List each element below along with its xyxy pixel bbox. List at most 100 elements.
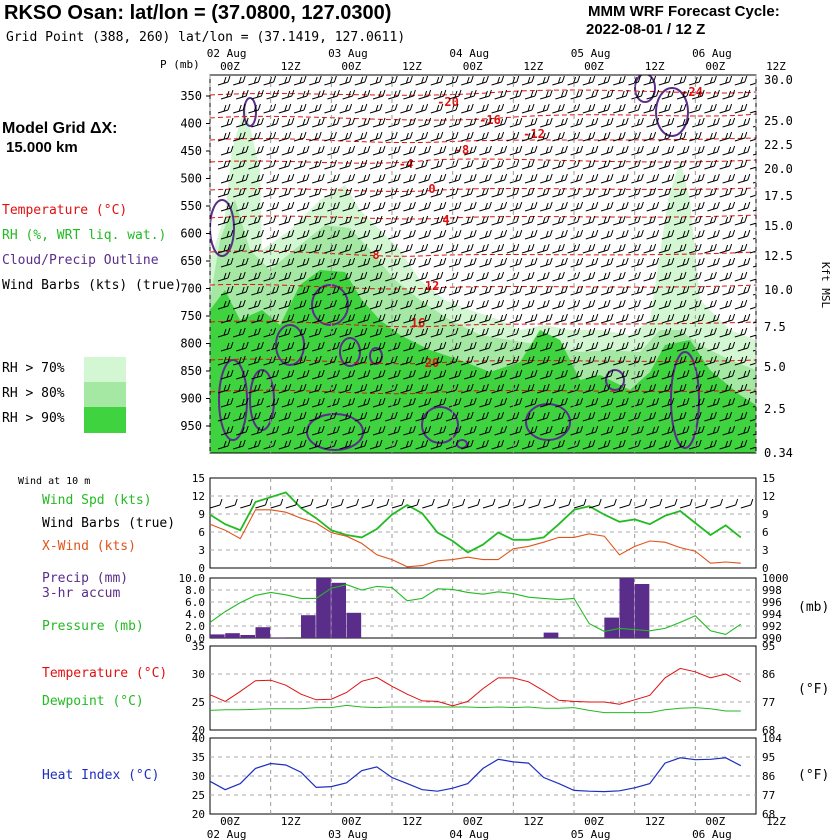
- wind-barb: [734, 383, 748, 394]
- wind-barb: [266, 257, 280, 268]
- surface-wind-barb: [391, 498, 405, 509]
- wind-barb: [418, 369, 432, 380]
- wind-barb: [692, 145, 705, 156]
- wind-barb: [233, 215, 246, 226]
- wind-barb: [220, 257, 234, 268]
- wind-barb: [354, 103, 368, 114]
- wind-barb: [585, 145, 599, 156]
- wind-barb: [233, 327, 246, 338]
- wind-barb: [266, 145, 280, 156]
- wind-barb: [613, 355, 626, 366]
- wind-barb: [433, 201, 447, 212]
- wind-barb: [567, 411, 581, 422]
- wind-barb: [749, 193, 756, 198]
- pressure-label: Pressure (mb): [42, 619, 144, 634]
- wind-barb: [582, 383, 596, 394]
- wind-barb: [296, 229, 310, 240]
- wind-barb: [233, 271, 246, 282]
- wind-barb: [217, 103, 231, 114]
- wind-barb: [524, 173, 538, 184]
- wind-barb: [281, 341, 295, 352]
- cloud-outline-8: [218, 359, 248, 441]
- wind-barb: [342, 89, 356, 100]
- wind-barb: [676, 201, 690, 212]
- wind-barb: [737, 285, 751, 296]
- wind-barb: [430, 355, 444, 366]
- precip-panel-left-tick: 10.0: [179, 572, 206, 585]
- wind-barb: [403, 341, 416, 352]
- wind-barb: [385, 215, 398, 226]
- wind-barb: [433, 145, 447, 156]
- wind-barb: [616, 341, 629, 352]
- wind-barb: [281, 285, 295, 296]
- wind-barb: [600, 257, 614, 268]
- wind-barb: [692, 257, 705, 268]
- wind-barb: [658, 75, 672, 86]
- wind-barb: [324, 103, 337, 114]
- temp-contour-5: [210, 214, 756, 220]
- wind-barb: [643, 103, 657, 114]
- wind-barb: [494, 257, 508, 268]
- wind-barb: [719, 299, 733, 310]
- wind-barb: [506, 215, 520, 226]
- wind-barb: [552, 355, 565, 366]
- wind-barb: [403, 89, 416, 100]
- wind-barb: [217, 243, 231, 254]
- wind-barb: [357, 285, 371, 296]
- wind-barb: [722, 313, 736, 324]
- wind-barb: [369, 383, 383, 394]
- wind-barb: [430, 383, 444, 394]
- wind-barb: [613, 187, 626, 198]
- pressure-tick-label: 550: [180, 199, 202, 213]
- time-axis-hour-label: 12Z: [281, 60, 301, 73]
- wind-barb: [327, 257, 340, 268]
- wind-barb: [521, 159, 535, 170]
- wind-barb: [369, 439, 383, 450]
- wind-barb: [600, 89, 614, 100]
- date-axis-label: 04 Aug: [449, 47, 489, 60]
- wind-barb: [692, 425, 705, 436]
- wind-barb: [233, 383, 246, 394]
- wind-barb: [430, 271, 444, 282]
- wind-barb: [704, 271, 717, 282]
- surface-wind-barb: [740, 498, 754, 509]
- wind-barb: [464, 145, 477, 156]
- wind-barb: [600, 201, 614, 212]
- wind-barb: [309, 75, 322, 86]
- wind-barb: [567, 355, 581, 366]
- wind-barb: [430, 103, 444, 114]
- wind-barb: [585, 313, 599, 324]
- temperature-label: Temperature (°C): [42, 666, 168, 681]
- surface-wind-barb: [649, 498, 663, 509]
- wind-barb: [357, 425, 371, 436]
- wind-barb: [692, 117, 705, 128]
- wind-barb: [476, 159, 489, 170]
- wind-barb: [418, 117, 432, 128]
- wind-barb: [266, 397, 280, 408]
- wind-barb: [476, 299, 489, 310]
- wind-barb: [722, 425, 736, 436]
- wind-barb: [266, 173, 280, 184]
- wind-barb: [400, 187, 413, 198]
- wind-barb: [597, 215, 611, 226]
- wind-barb: [220, 117, 234, 128]
- wind-barb: [293, 439, 307, 450]
- wind-barb: [217, 355, 231, 366]
- wind-barb: [524, 425, 538, 436]
- wind-barb: [418, 145, 432, 156]
- wind-barb: [220, 229, 234, 240]
- wind-barb: [464, 257, 477, 268]
- wind-barb: [616, 285, 629, 296]
- wind-barb: [509, 173, 523, 184]
- station-title: RKSO Osan: lat/lon = (37.0800, 127.0300): [4, 2, 392, 24]
- wind-barb: [600, 313, 614, 324]
- wind-barb: [217, 411, 231, 422]
- heat-panel-right-tick: 68: [762, 808, 775, 821]
- wind-barb: [582, 271, 596, 282]
- wind-barb: [433, 89, 447, 100]
- wind-barb: [752, 125, 756, 128]
- wind-barb: [233, 243, 246, 254]
- wind-barb: [293, 103, 307, 114]
- wind-barb: [628, 75, 641, 86]
- time-axis-hour-label: 12Z: [766, 60, 786, 73]
